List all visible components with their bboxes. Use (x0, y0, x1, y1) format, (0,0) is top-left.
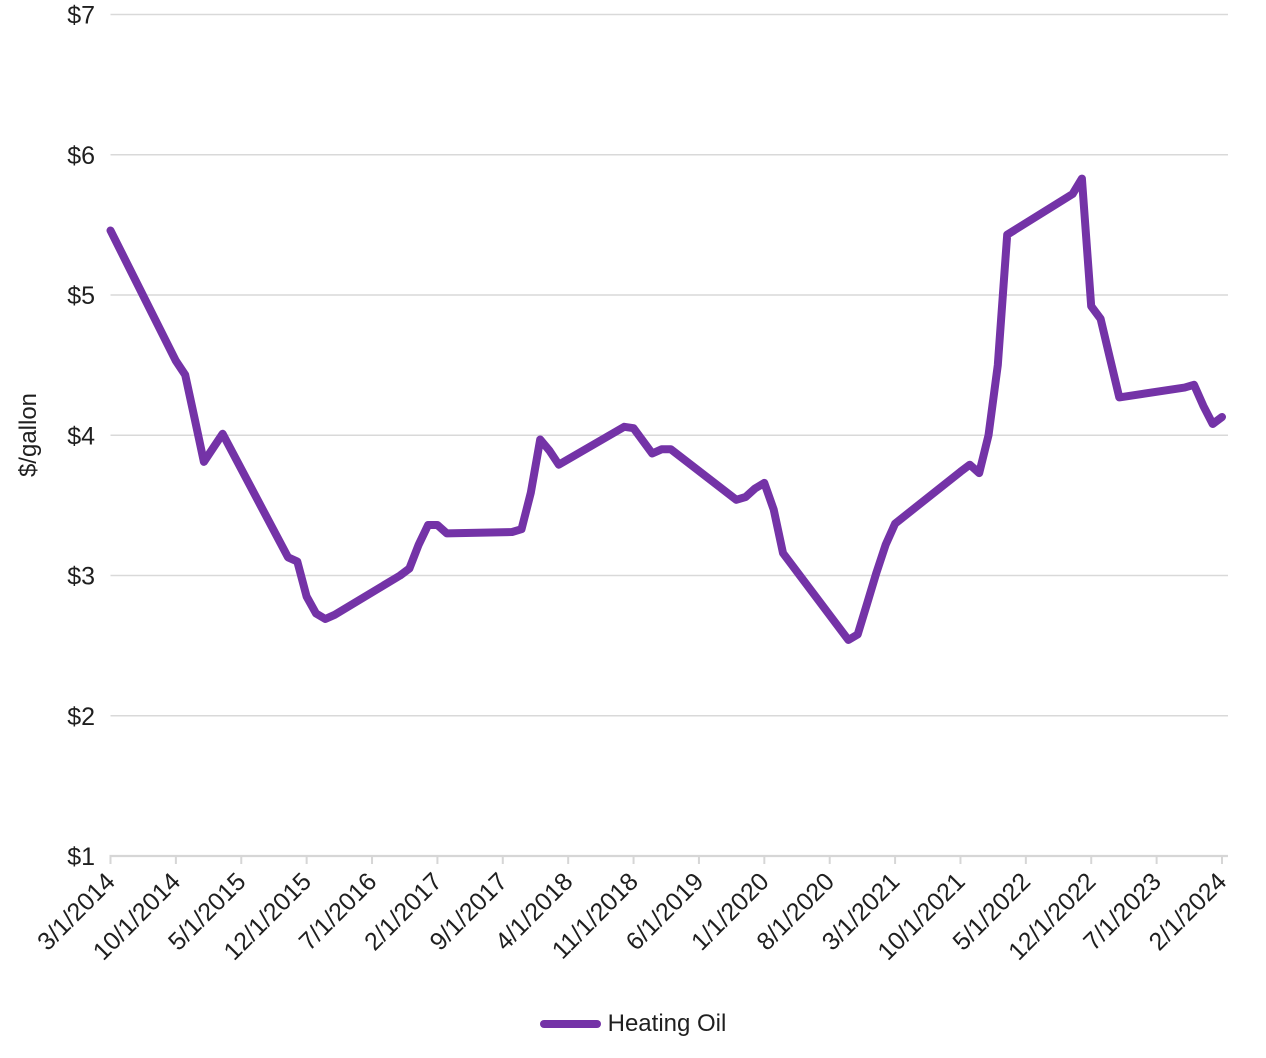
y-tick-label: $6 (67, 142, 95, 170)
heating-oil-line (106, 174, 1226, 644)
y-tick-label: $7 (67, 2, 95, 30)
legend-line-swatch (539, 1020, 601, 1028)
y-tick-label: $5 (67, 282, 95, 310)
legend-label: Heating Oil (607, 1010, 727, 1037)
legend: Heating Oil (0, 1010, 1266, 1038)
y-tick-label: $1 (67, 843, 95, 871)
y-tick-label: $2 (67, 703, 95, 731)
y-tick-label: $3 (67, 563, 95, 591)
y-tick-label: $4 (67, 422, 95, 450)
